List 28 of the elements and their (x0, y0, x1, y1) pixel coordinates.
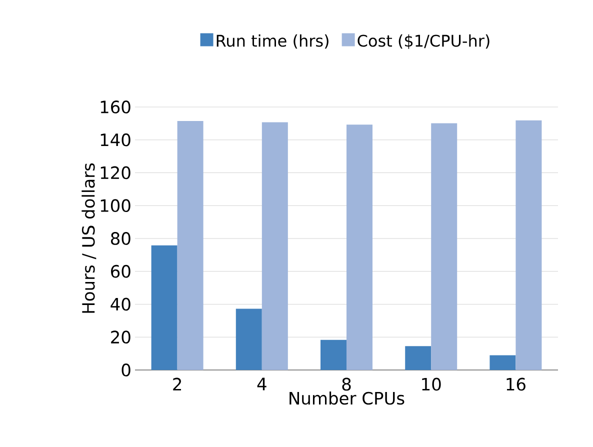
y-tick-label: 100 (100, 199, 130, 212)
bar (490, 355, 516, 370)
x-tick-label: 4 (257, 378, 266, 390)
x-tick-label: 10 (422, 378, 441, 391)
y-tick-label: 60 (111, 264, 130, 278)
y-tick-label: 120 (100, 166, 130, 180)
bar (516, 120, 542, 370)
bar (151, 245, 178, 370)
y-tick-label: 140 (100, 133, 130, 146)
bar (431, 123, 458, 370)
legend-label: Cost ($1/CPU-hr) (358, 34, 490, 49)
x-tick-label: 2 (173, 378, 182, 390)
x-tick-label: 8 (342, 378, 351, 391)
bar (405, 346, 432, 370)
bar (346, 124, 373, 370)
bar (177, 120, 204, 370)
y-tick-label: 80 (111, 232, 130, 245)
legend-label: Run time (hrs) (216, 34, 328, 49)
bar (236, 308, 262, 370)
bar (320, 340, 347, 370)
y-tick-label: 0 (122, 364, 130, 376)
x-tick-label: 16 (506, 378, 526, 391)
y-tick-label: 40 (110, 298, 130, 311)
y-tick-label: 160 (100, 100, 130, 114)
bar (262, 122, 288, 370)
x-axis-title: Number CPUs (290, 392, 404, 405)
y-axis-title: Hours / US dollars (82, 163, 96, 313)
y-tick-label: 20 (111, 330, 130, 344)
